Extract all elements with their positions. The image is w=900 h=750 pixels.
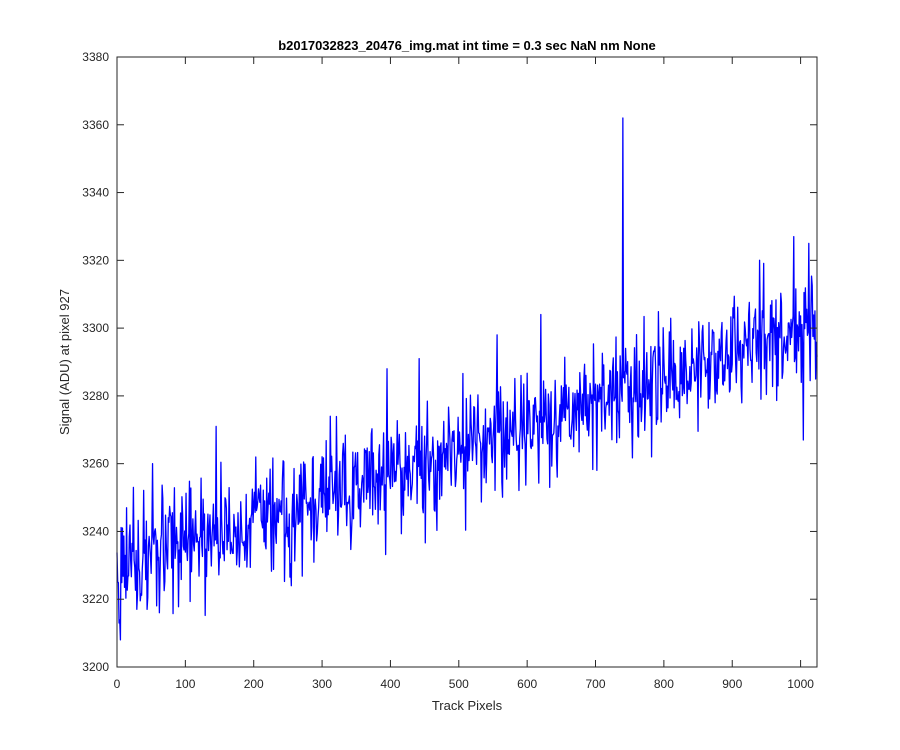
x-tick-label: 300 [312, 677, 332, 691]
y-tick-label: 3300 [82, 321, 109, 335]
x-tick-label: 100 [175, 677, 195, 691]
x-tick-label: 1000 [787, 677, 814, 691]
series-line [116, 117, 818, 641]
x-tick-label: 400 [380, 677, 400, 691]
x-tick-label: 700 [586, 677, 606, 691]
x-tick-label: 500 [449, 677, 469, 691]
axes-box [116, 56, 818, 668]
y-tick-label: 3260 [82, 457, 109, 471]
x-tick-label: 800 [654, 677, 674, 691]
y-tick-label: 3200 [82, 660, 109, 674]
x-tick-label: 600 [517, 677, 537, 691]
y-tick-label: 3380 [82, 50, 109, 64]
y-tick-label: 3360 [82, 118, 109, 132]
y-axis-label: Signal (ADU) at pixel 927 [57, 289, 72, 435]
x-axis-label: Track Pixels [432, 698, 503, 713]
chart-title: b2017032823_20476_img.mat int time = 0.3… [278, 38, 656, 53]
x-tick-label: 200 [244, 677, 264, 691]
y-axis: 3200 3220 3240 3260 3280 3300 3320 3340 3360 3380 [82, 50, 817, 674]
series-layer [116, 117, 818, 641]
y-tick-label: 3240 [82, 524, 109, 538]
y-tick-label: 3320 [82, 253, 109, 267]
y-tick-label: 3220 [82, 592, 109, 606]
y-tick-label: 3280 [82, 389, 109, 403]
x-axis: 0 100 200 300 400 500 600 700 800 900 1000 [114, 57, 814, 691]
x-tick-label: 0 [114, 677, 121, 691]
y-tick-label: 3340 [82, 186, 109, 200]
plot-area [117, 57, 817, 667]
x-tick-label: 900 [722, 677, 742, 691]
